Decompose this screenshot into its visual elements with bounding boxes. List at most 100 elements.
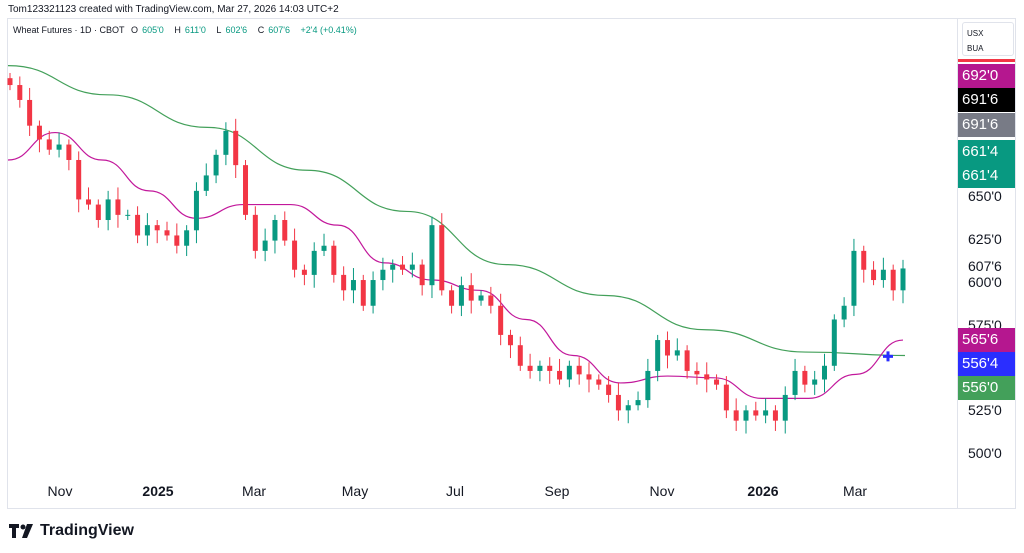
candle-body	[86, 199, 92, 205]
candle-body	[321, 245, 327, 251]
candle-body	[733, 410, 739, 421]
candle-body	[301, 269, 307, 275]
x-tick-label: Nov	[47, 483, 73, 499]
x-tick-label: 2026	[747, 483, 779, 499]
candle-body	[802, 370, 808, 385]
candle-body	[880, 269, 886, 281]
moving-average-fast	[7, 131, 904, 399]
candle-body	[684, 350, 690, 371]
y-tick-label: 625'0	[968, 230, 1002, 247]
candle-body	[252, 214, 258, 251]
x-tick-label: 2025	[142, 483, 174, 499]
candle-body	[115, 199, 121, 215]
candle-body	[674, 350, 680, 356]
candle-body	[350, 280, 356, 291]
symbol-legend: Wheat Futures · 1D · CBOT O 605'0 H 611'0 …	[13, 25, 357, 35]
price-marker-strip	[958, 59, 1015, 62]
price-scale-label: 556'4	[958, 352, 1015, 376]
candle-body	[763, 410, 769, 416]
price-scale-label: 565'6	[958, 328, 1015, 352]
x-tick-label: Mar	[241, 483, 267, 499]
candle-body	[723, 384, 729, 411]
candle-body	[468, 285, 474, 301]
candle-body	[203, 175, 209, 191]
candle-body	[292, 240, 298, 270]
candle-body	[841, 305, 847, 320]
candle-body	[95, 204, 101, 221]
candle-body	[861, 250, 867, 270]
candle-body	[507, 334, 513, 346]
candle-body	[144, 225, 150, 236]
candle-body	[105, 199, 111, 221]
price-scale-label: 692'0	[958, 64, 1015, 88]
candle-body	[566, 365, 572, 380]
candle-body	[125, 214, 131, 216]
candle-body	[625, 405, 631, 411]
price-scale-label: 691'6	[958, 88, 1015, 112]
candle-body	[419, 264, 425, 286]
candle-body	[645, 370, 651, 401]
candle-body	[223, 130, 229, 155]
candle-body	[714, 379, 720, 385]
candle-body	[694, 370, 700, 375]
open-value: 605'0	[142, 25, 164, 35]
chart-frame	[7, 18, 1016, 509]
x-tick-label: Sep	[544, 483, 570, 499]
candle-body	[449, 290, 455, 306]
candle-body	[772, 410, 778, 421]
candle-body	[743, 410, 749, 421]
candle-body	[164, 230, 170, 236]
low-value: 602'6	[225, 25, 248, 35]
price-scale-label: 661'4	[958, 140, 1015, 164]
symbol-name[interactable]: Wheat Futures · 1D · CBOT	[13, 25, 125, 35]
candle-body	[184, 230, 190, 246]
candle-body	[792, 370, 798, 395]
candle-body	[871, 269, 877, 281]
candle-body	[360, 280, 366, 306]
candle-body	[478, 295, 484, 301]
candle-body	[596, 379, 602, 385]
moving-average-slow	[7, 65, 906, 357]
candle-body	[380, 269, 386, 281]
price-scale-label: 556'0	[958, 376, 1015, 400]
candle-body	[213, 154, 219, 176]
x-tick-label: Nov	[649, 483, 675, 499]
candle-body	[517, 345, 523, 366]
candle-body	[498, 305, 504, 335]
unit-selector[interactable]: USX BUA	[962, 22, 1014, 56]
candle-body	[370, 280, 376, 306]
x-tick-label: Jul	[446, 483, 464, 499]
x-tick-label: May	[341, 483, 369, 499]
candle-body	[409, 264, 415, 270]
candle-body	[704, 374, 710, 380]
close-value: 607'6	[268, 25, 290, 35]
candle-body	[76, 159, 82, 200]
price-axis-divider	[957, 18, 958, 509]
candle-body	[341, 274, 347, 291]
candle-body	[282, 220, 288, 241]
cross-marker-icon	[883, 351, 893, 362]
candle-body	[56, 144, 62, 150]
candle-body	[390, 264, 396, 270]
candle-body	[46, 139, 52, 150]
high-value: 611'0	[184, 25, 206, 35]
candle-body	[576, 365, 582, 375]
y-tick-label: 525'0	[968, 402, 1002, 419]
candle-body	[655, 340, 661, 371]
y-tick-label: 600'0	[968, 273, 1002, 290]
candle-body	[66, 144, 72, 160]
candle-body	[488, 295, 494, 306]
candle-body	[233, 130, 239, 166]
candle-body	[606, 384, 612, 395]
candle-body	[537, 365, 543, 371]
candle-body	[615, 394, 621, 411]
candle-body	[243, 165, 249, 215]
candle-body	[17, 85, 23, 100]
price-scale-label: 661'4	[958, 164, 1015, 188]
candle-body	[7, 78, 13, 86]
candle-body	[586, 374, 592, 380]
candle-body	[262, 240, 268, 251]
tradingview-logo[interactable]: TradingView	[9, 522, 134, 540]
candle-body	[557, 370, 563, 380]
